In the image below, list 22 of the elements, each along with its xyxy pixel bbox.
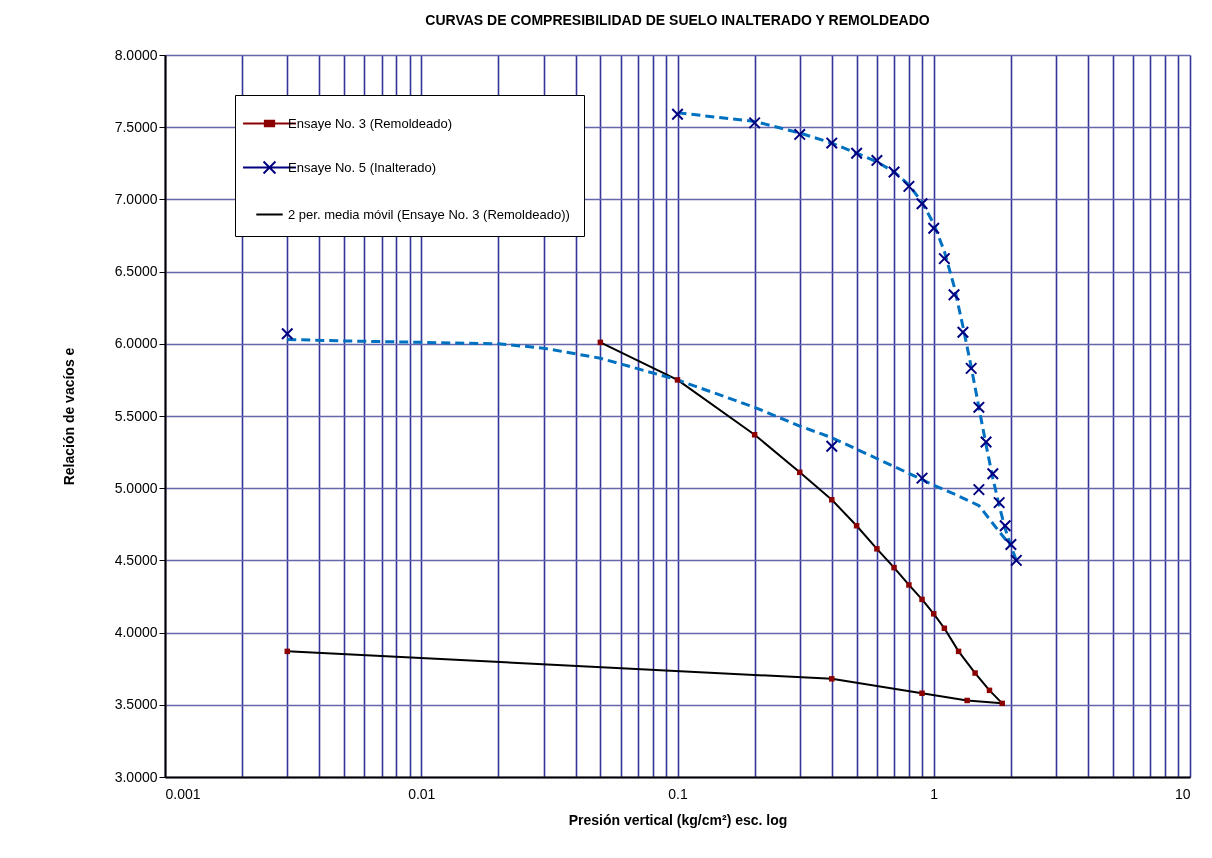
- y-tick-label: 7.5000: [114, 118, 158, 135]
- y-tick-label: 7.0000: [114, 190, 158, 207]
- y-tick-label: 3.5000: [114, 696, 158, 713]
- chart-title: CURVAS DE COMPRESIBILIDAD DE SUELO INALTERADO Y REMOLDEADO: [425, 12, 930, 28]
- y-tick-label: 4.5000: [114, 551, 158, 568]
- x-tick-label: 0.01: [408, 785, 436, 802]
- y-tick-label: 5.5000: [114, 407, 158, 424]
- legend-label: 2 per. media móvil (Ensaye No. 3 (Remoldeado)): [288, 206, 570, 222]
- y-tick-label: 8.0000: [114, 46, 158, 63]
- y-axis-title: Relación de vacíos e: [60, 347, 77, 486]
- x-tick-label: 0.1: [668, 785, 688, 802]
- x-tick-label: 10: [1174, 785, 1191, 802]
- legend-label: Ensaye No. 5 (Inalterado): [288, 159, 437, 175]
- y-tick-label: 4.0000: [114, 624, 158, 641]
- x-tick-label: 1: [930, 785, 939, 802]
- x-tick-label: 0.001: [165, 785, 201, 802]
- y-tick-label: 3.0000: [114, 768, 158, 785]
- y-tick-label: 5.0000: [114, 479, 158, 496]
- x-axis-title: Presión vertical (kg/cm²) esc. log: [568, 811, 788, 828]
- y-tick-label: 6.0000: [114, 335, 158, 352]
- y-tick-label: 6.5000: [114, 263, 158, 280]
- legend-label: Ensaye No. 3 (Remoldeado): [288, 115, 453, 131]
